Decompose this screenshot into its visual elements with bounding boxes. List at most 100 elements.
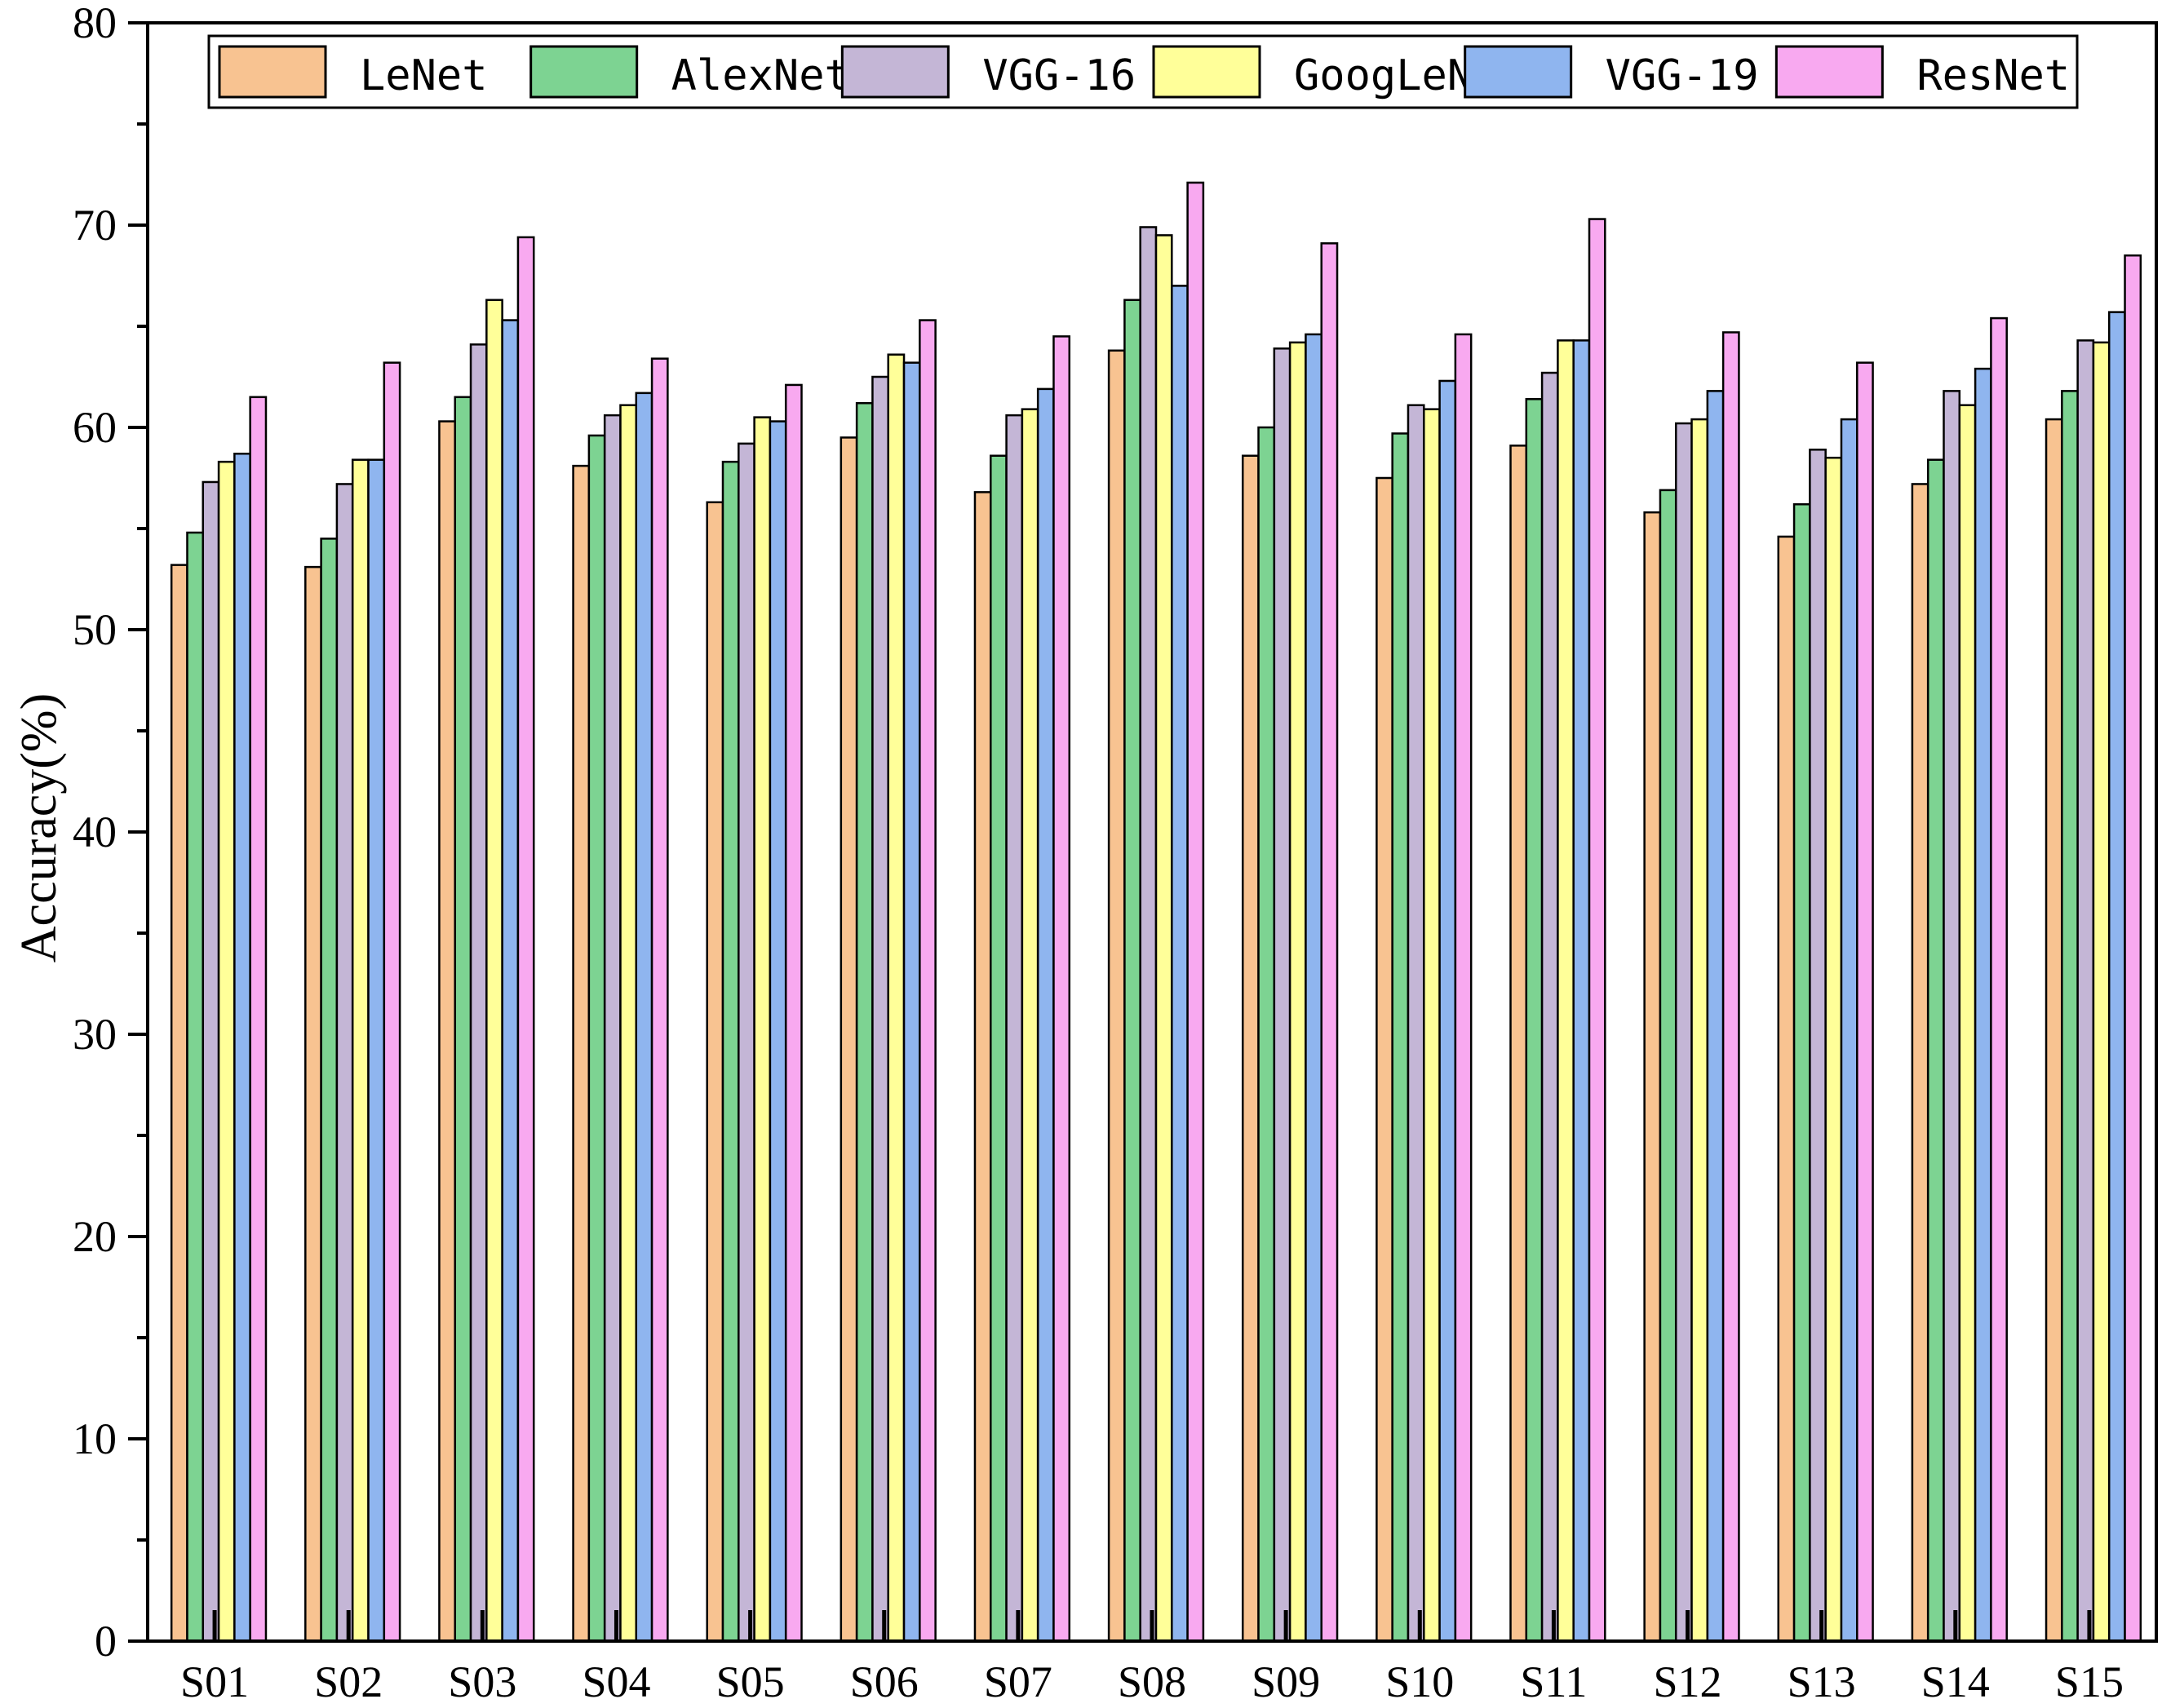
bar-alexnet-s04 [587, 434, 606, 1643]
bar-alexnet-s06 [855, 401, 874, 1643]
bar-googlenet-s14 [1958, 404, 1977, 1643]
bar-googlenet-s15 [2092, 341, 2111, 1643]
bar-resnet-s12 [1721, 331, 1740, 1643]
bar-resnet-s09 [1320, 242, 1339, 1643]
bar-resnet-s05 [784, 383, 803, 1643]
legend-swatch-alexnet [529, 45, 639, 99]
bar-alexnet-s09 [1257, 426, 1276, 1643]
legend-label-vgg-19: VGG-19 [1606, 51, 1759, 100]
bar-resnet-s10 [1454, 333, 1473, 1643]
bar-vgg-19-s09 [1305, 333, 1322, 1643]
legend-swatch-vgg-19 [1464, 45, 1573, 99]
bar-googlenet-s10 [1423, 408, 1441, 1643]
legend-label-lenet: LeNet [360, 51, 488, 100]
bar-alexnet-s15 [2061, 390, 2079, 1643]
bar-vgg-16-s06 [871, 375, 889, 1643]
bar-googlenet-s13 [1824, 456, 1843, 1643]
bar-googlenet-s01 [217, 460, 236, 1643]
bar-vgg-16-s13 [1809, 449, 1827, 1643]
bar-alexnet-s02 [320, 538, 339, 1643]
x-tick-label: S13 [1788, 1657, 1856, 1704]
legend-swatch-lenet [218, 45, 327, 99]
bar-lenet-s15 [2045, 418, 2063, 1643]
legend-label-alexnet: AlexNet [671, 51, 850, 100]
bar-vgg-19-s13 [1840, 418, 1859, 1643]
x-tick-label: S05 [716, 1657, 785, 1704]
bar-lenet-s10 [1376, 476, 1393, 1643]
y-tick-label: 70 [73, 201, 117, 250]
bar-alexnet-s14 [1926, 458, 1945, 1643]
y-tick-label: 60 [73, 403, 117, 452]
bar-vgg-16-s03 [469, 343, 488, 1643]
bar-vgg-19-s11 [1572, 339, 1591, 1643]
bar-resnet-s08 [1186, 181, 1205, 1643]
legend-label-vgg-16: VGG-16 [982, 51, 1136, 100]
y-tick-label: 10 [73, 1414, 117, 1463]
bar-lenet-s07 [973, 491, 992, 1643]
axes-layer: S01 S02 S03 S04 S05 S06 S07 S08 S09 S10 S11 S12 S13 S… [73, 0, 2158, 1706]
legend-swatch-vgg-16 [840, 45, 950, 99]
y-tick-label: 80 [73, 0, 117, 47]
y-tick-label: 50 [73, 605, 117, 654]
legend-label-resnet: ResNet [1916, 51, 2070, 100]
y-tick-label: 0 [95, 1617, 117, 1666]
bar-alexnet-s11 [1525, 398, 1544, 1643]
bar-vgg-19-s12 [1706, 390, 1725, 1643]
bar-vgg-16-s02 [335, 483, 354, 1643]
y-tick-label: 30 [73, 1010, 117, 1059]
bar-resnet-s06 [919, 319, 937, 1643]
bar-alexnet-s05 [721, 460, 740, 1643]
bar-lenet-s08 [1107, 349, 1126, 1643]
bar-vgg-19-s06 [902, 361, 921, 1643]
y-tick-label: 20 [73, 1212, 117, 1261]
x-tick-label: S12 [1654, 1657, 1722, 1704]
bar-googlenet-s09 [1288, 341, 1307, 1643]
x-tick-label: S09 [1252, 1657, 1320, 1704]
x-tick-label: S02 [314, 1657, 383, 1704]
bar-lenet-s14 [1911, 483, 1929, 1643]
bar-vgg-19-s08 [1171, 285, 1189, 1643]
x-tick-label: S14 [1921, 1657, 1990, 1704]
y-axis-label: Accuracy(%) [11, 693, 67, 962]
bar-alexnet-s07 [990, 454, 1008, 1643]
bar-lenet-s04 [572, 464, 591, 1643]
bar-vgg-16-s09 [1273, 347, 1291, 1643]
bar-vgg-19-s05 [769, 420, 787, 1643]
bar-vgg-19-s07 [1036, 387, 1055, 1643]
x-tick-label: S11 [1520, 1657, 1587, 1704]
x-tick-label: S06 [850, 1657, 919, 1704]
bar-vgg-16-s07 [1005, 414, 1024, 1643]
bar-vgg-19-s15 [2107, 311, 2126, 1643]
bar-vgg-19-s02 [367, 458, 386, 1643]
bar-vgg-19-s03 [501, 319, 520, 1643]
x-tick-label: S08 [1118, 1657, 1186, 1704]
bar-lenet-s12 [1643, 511, 1662, 1643]
x-tick-label: S04 [582, 1657, 650, 1704]
bar-alexnet-s08 [1123, 299, 1141, 1643]
bar-googlenet-s06 [887, 353, 906, 1643]
bar-resnet-s11 [1588, 218, 1606, 1643]
bar-resnet-s03 [516, 236, 535, 1643]
bar-lenet-s03 [438, 420, 456, 1643]
x-tick-label: S03 [448, 1657, 516, 1704]
bar-googlenet-s07 [1021, 408, 1039, 1643]
legend-swatch-googlenet [1152, 45, 1261, 99]
bar-vgg-16-s05 [738, 442, 755, 1643]
bar-vgg-16-s04 [603, 414, 622, 1643]
bar-vgg-16-s14 [1943, 390, 1961, 1643]
bar-alexnet-s01 [186, 531, 205, 1643]
bar-lenet-s05 [706, 501, 724, 1643]
bars-layer [170, 181, 2142, 1643]
bar-vgg-16-s08 [1139, 226, 1158, 1643]
bar-vgg-19-s10 [1438, 379, 1457, 1643]
bar-alexnet-s03 [454, 396, 472, 1643]
bar-resnet-s13 [1856, 361, 1874, 1643]
bar-lenet-s06 [840, 436, 858, 1643]
x-tick-label: S15 [2055, 1657, 2124, 1704]
bar-vgg-19-s01 [233, 452, 251, 1643]
y-tick-label: 40 [73, 808, 117, 856]
bar-vgg-16-s12 [1674, 422, 1693, 1643]
bar-resnet-s14 [1990, 316, 2008, 1643]
